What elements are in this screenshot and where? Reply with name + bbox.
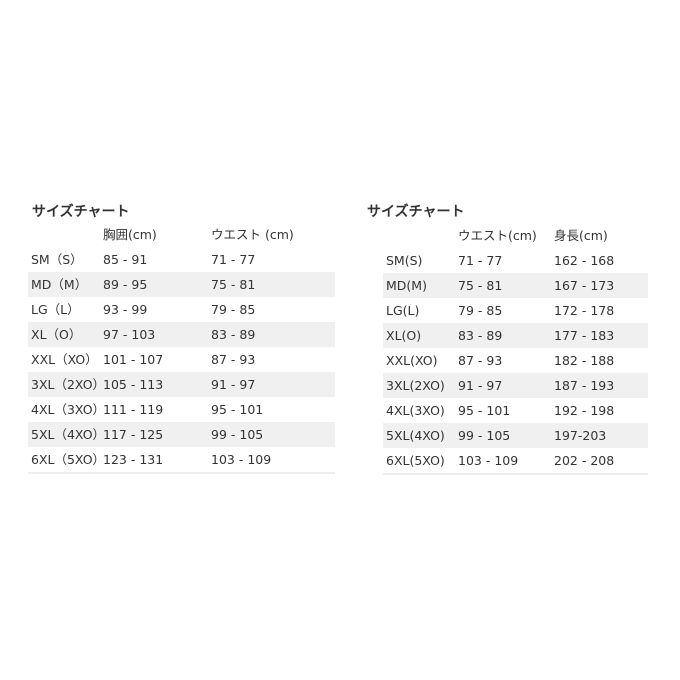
size-label: 6XL（5XO） [31, 452, 106, 467]
measurement-cell: 111 - 119 [103, 402, 164, 417]
measurement-cell: 83 - 89 [458, 328, 503, 343]
size-label: XXL(XO) [386, 353, 438, 368]
measurement-cell: 172 - 178 [554, 303, 615, 318]
measurement-cell: 103 - 109 [458, 453, 519, 468]
size-label: XXL（XO） [31, 352, 98, 367]
table-row: 5XL（4XO） 117 - 125 99 - 105 [28, 422, 335, 447]
size-label: MD(M) [386, 278, 427, 293]
measurement-cell: 167 - 173 [554, 278, 615, 293]
table-row: 4XL(3XO) 95 - 101 192 - 198 [383, 398, 648, 423]
measurement-cell: 192 - 198 [554, 403, 615, 418]
size-label: MD（M） [31, 277, 88, 292]
measurement-cell: 182 - 188 [554, 353, 615, 368]
measurement-cell: 123 - 131 [103, 452, 164, 467]
table-header: 胸囲(cm) ウエスト (cm) [28, 223, 335, 247]
table-row: 3XL（2XO） 105 - 113 91 - 97 [28, 372, 335, 397]
measurement-cell: 197-203 [554, 428, 607, 443]
table-row: MD（M） 89 - 95 75 - 81 [28, 272, 335, 297]
measurement-cell: 85 - 91 [103, 252, 148, 267]
size-label: 3XL（2XO） [31, 377, 106, 392]
table-row: XL（O） 97 - 103 83 - 89 [28, 322, 335, 347]
column-header: ウエスト(cm) [458, 228, 537, 243]
measurement-cell: 162 - 168 [554, 253, 615, 268]
column-header: 胸囲(cm) [103, 227, 157, 242]
table-row: 6XL(5XO) 103 - 109 202 - 208 [383, 448, 648, 473]
size-label: SM（S） [31, 252, 83, 267]
table-row: MD(M) 75 - 81 167 - 173 [383, 273, 648, 298]
table-row: LG(L) 79 - 85 172 - 178 [383, 298, 648, 323]
size-label: 4XL（3XO） [31, 402, 106, 417]
table-row: XL(O) 83 - 89 177 - 183 [383, 323, 648, 348]
right-chart-title: サイズチャート [367, 204, 465, 220]
measurement-cell: 87 - 93 [458, 353, 503, 368]
right-size-table: ウエスト(cm) 身長(cm) SM(S) 71 - 77 162 - 168 MD(M)… [383, 224, 648, 475]
left-size-table: 胸囲(cm) ウエスト (cm) SM（S） 85 - 91 71 - 77 MD（M） 8… [28, 223, 335, 474]
measurement-cell: 71 - 77 [458, 253, 503, 268]
column-header: ウエスト (cm) [211, 227, 294, 242]
measurement-cell: 99 - 105 [211, 427, 264, 442]
measurement-cell: 79 - 85 [458, 303, 503, 318]
measurement-cell: 95 - 101 [458, 403, 511, 418]
measurement-cell: 95 - 101 [211, 402, 264, 417]
size-label: 4XL(3XO) [386, 403, 445, 418]
measurement-cell: 202 - 208 [554, 453, 615, 468]
measurement-cell: 79 - 85 [211, 302, 256, 317]
left-chart-title: サイズチャート [32, 204, 130, 220]
table-row: SM（S） 85 - 91 71 - 77 [28, 247, 335, 272]
size-label: SM(S) [386, 253, 423, 268]
measurement-cell: 187 - 193 [554, 378, 615, 393]
table-row: XXL（XO） 101 - 107 87 - 93 [28, 347, 335, 372]
measurement-cell: 103 - 109 [211, 452, 272, 467]
size-label: XL（O） [31, 327, 82, 342]
measurement-cell: 89 - 95 [103, 277, 148, 292]
measurement-cell: 105 - 113 [103, 377, 164, 392]
measurement-cell: 87 - 93 [211, 352, 256, 367]
table-row: LG（L） 93 - 99 79 - 85 [28, 297, 335, 322]
size-label: 5XL(4XO) [386, 428, 445, 443]
measurement-cell: 99 - 105 [458, 428, 511, 443]
table-row: 5XL(4XO) 99 - 105 197-203 [383, 423, 648, 448]
size-label: 3XL(2XO) [386, 378, 445, 393]
table-bottom-border [383, 473, 648, 475]
size-label: LG（L） [31, 302, 80, 317]
measurement-cell: 75 - 81 [458, 278, 503, 293]
table-row: 4XL（3XO） 111 - 119 95 - 101 [28, 397, 335, 422]
measurement-cell: 177 - 183 [554, 328, 615, 343]
column-header: 身長(cm) [554, 228, 608, 243]
table-row: XXL(XO) 87 - 93 182 - 188 [383, 348, 648, 373]
measurement-cell: 93 - 99 [103, 302, 148, 317]
measurement-cell: 75 - 81 [211, 277, 256, 292]
measurement-cell: 71 - 77 [211, 252, 256, 267]
size-label: LG(L) [386, 303, 420, 318]
measurement-cell: 91 - 97 [211, 377, 256, 392]
measurement-cell: 117 - 125 [103, 427, 164, 442]
measurement-cell: 83 - 89 [211, 327, 256, 342]
size-label: 6XL(5XO) [386, 453, 445, 468]
table-header: ウエスト(cm) 身長(cm) [383, 224, 648, 248]
size-label: 5XL（4XO） [31, 427, 106, 442]
measurement-cell: 97 - 103 [103, 327, 156, 342]
measurement-cell: 91 - 97 [458, 378, 503, 393]
table-row: SM(S) 71 - 77 162 - 168 [383, 248, 648, 273]
table-row: 3XL(2XO) 91 - 97 187 - 193 [383, 373, 648, 398]
measurement-cell: 101 - 107 [103, 352, 164, 367]
size-label: XL(O) [386, 328, 422, 343]
table-row: 6XL（5XO） 123 - 131 103 - 109 [28, 447, 335, 472]
table-bottom-border [28, 472, 335, 474]
